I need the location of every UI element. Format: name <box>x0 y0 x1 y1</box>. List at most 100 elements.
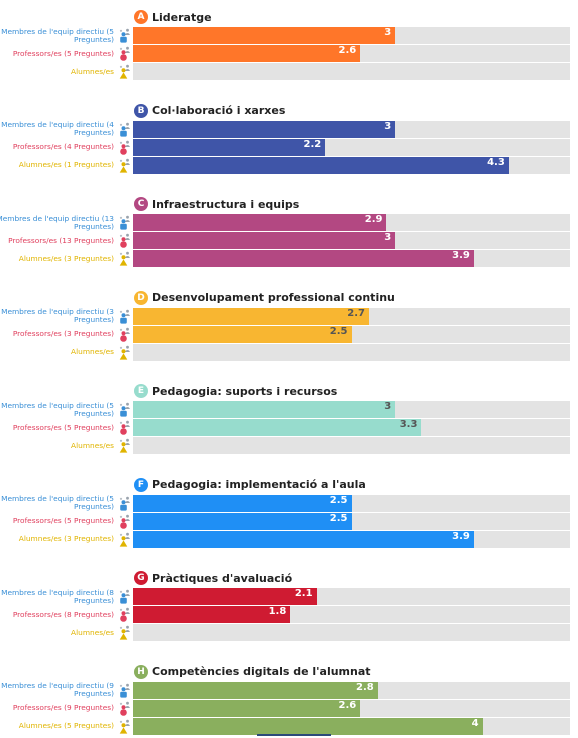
bar-value-label: 2.5 <box>329 512 348 524</box>
row-label: Membres de l'equip directiu (8 Preguntes… <box>1 587 114 605</box>
bar-row-staff: Membres de l'equip directiu (9 Preguntes… <box>0 681 578 699</box>
row-label: Professors/es (8 Preguntes) <box>12 609 114 619</box>
staff-role-icon <box>119 122 130 137</box>
bar[interactable] <box>133 401 396 418</box>
bar[interactable] <box>133 307 369 325</box>
row-label: Membres de l'equip directiu (4 Preguntes… <box>1 120 114 137</box>
bar-row-teacher: Professors/es (5 Preguntes) 2.6 <box>0 45 578 62</box>
staff-role-icon <box>119 215 130 230</box>
teacher-role-icon <box>119 701 130 716</box>
bar-row-teacher: Professors/es (5 Preguntes) 2.5 <box>0 512 578 530</box>
section-header: C Infraestructura i equips <box>134 196 299 212</box>
bar[interactable] <box>133 717 483 735</box>
row-label: Membres de l'equip directiu (5 Preguntes… <box>1 26 114 44</box>
bar[interactable] <box>133 27 396 44</box>
bar-row-student: Alumnes/es <box>0 63 578 80</box>
section-header: A Lideratge <box>134 9 212 25</box>
teacher-role-icon <box>119 140 130 155</box>
bar[interactable] <box>133 214 387 231</box>
bar-track: 3 <box>133 27 570 44</box>
teacher-role-icon <box>119 420 130 435</box>
section-letter-badge: B <box>134 103 148 118</box>
section-header: F Pedagogia: implementació a l'aula <box>134 477 366 493</box>
bar-track: 4 <box>133 717 570 735</box>
section-header: B Col·laboració i xarxes <box>134 103 285 119</box>
bar[interactable] <box>133 250 474 267</box>
bar[interactable] <box>133 699 361 717</box>
bar-row-student: Alumnes/es <box>0 343 578 361</box>
staff-role-icon <box>119 28 130 43</box>
section-title: Lideratge <box>152 10 212 24</box>
section-letter-badge: D <box>134 290 148 305</box>
bar-track: 3.9 <box>133 530 570 548</box>
bar[interactable] <box>133 325 352 343</box>
bar[interactable] <box>133 419 422 436</box>
row-label: Alumnes/es <box>71 440 114 450</box>
bar[interactable] <box>133 512 352 530</box>
bar-value-label: 3 <box>384 401 392 412</box>
bar[interactable] <box>133 232 396 249</box>
bar-value-label: 4 <box>471 717 479 729</box>
bar-value-label: 3.3 <box>399 419 418 430</box>
teacher-role-icon <box>119 327 130 342</box>
section-title: Infraestructura i equips <box>152 197 300 211</box>
bar[interactable] <box>133 156 509 174</box>
bar[interactable] <box>133 681 378 699</box>
section-title: Col·laboració i xarxes <box>152 104 286 117</box>
bar[interactable] <box>133 494 352 512</box>
bar-value-label: 2.7 <box>347 307 365 319</box>
bar[interactable] <box>133 588 317 605</box>
bar-track: 3 <box>133 120 570 138</box>
row-label: Membres de l'equip directiu (3 Preguntes… <box>1 307 114 324</box>
section-letter-badge: G <box>134 571 148 585</box>
bar-value-label: 3.9 <box>452 530 470 542</box>
bar-track: 2.5 <box>133 325 570 343</box>
bar-track: 4.3 <box>133 156 570 174</box>
bar-row-staff: Membres de l'equip directiu (8 Preguntes… <box>0 588 578 605</box>
bar-value-label: 2.2 <box>303 138 322 150</box>
row-label: Membres de l'equip directiu (5 Preguntes… <box>1 400 114 418</box>
bar-row-teacher: Professors/es (5 Preguntes) 3.3 <box>0 419 578 436</box>
student-role-icon <box>119 345 130 360</box>
bar-row-student: Alumnes/es <box>0 437 578 454</box>
bar-value-label: 2.5 <box>329 494 348 506</box>
teacher-role-icon <box>119 46 130 61</box>
row-label: Alumnes/es <box>71 66 114 76</box>
bar-row-teacher: Professors/es (4 Preguntes) 2.2 <box>0 138 578 156</box>
section-title: Pràctiques d'avaluació <box>152 571 293 585</box>
bar[interactable] <box>133 120 396 138</box>
row-label: Alumnes/es (5 Preguntes) <box>18 721 114 730</box>
staff-role-icon <box>119 683 130 698</box>
section-title: Desenvolupament professional continu <box>152 291 395 304</box>
bar-value-label: 2.6 <box>338 699 357 711</box>
student-role-icon <box>119 625 130 640</box>
bar-track <box>133 63 570 80</box>
teacher-role-icon <box>119 607 130 622</box>
bar[interactable] <box>133 606 291 623</box>
bar[interactable] <box>133 138 326 156</box>
bar-row-teacher: Professors/es (13 Preguntes) 3 <box>0 232 578 249</box>
student-role-icon <box>119 158 130 173</box>
bar[interactable] <box>133 45 361 62</box>
bar-row-staff: Membres de l'equip directiu (4 Preguntes… <box>0 120 578 138</box>
row-label: Alumnes/es (1 Preguntes) <box>18 160 114 169</box>
bar-track: 3.3 <box>133 419 570 436</box>
row-label: Alumnes/es (3 Preguntes) <box>18 534 114 543</box>
row-label: Alumnes/es <box>71 627 114 637</box>
staff-role-icon <box>119 402 130 417</box>
bar[interactable] <box>133 530 474 548</box>
bar-track: 2.2 <box>133 138 570 156</box>
staff-role-icon <box>119 589 130 604</box>
bar-track: 3 <box>133 401 570 418</box>
bar-track: 2.5 <box>133 512 570 530</box>
bar-track <box>133 343 570 361</box>
bar-track <box>133 624 570 641</box>
row-label: Membres de l'equip directiu (5 Preguntes… <box>1 494 114 511</box>
bar-value-label: 2.1 <box>294 588 313 599</box>
staff-role-icon <box>119 309 130 324</box>
section-letter-badge: E <box>134 384 148 398</box>
bar-track: 2.1 <box>133 588 570 605</box>
student-role-icon <box>119 532 130 547</box>
bar-value-label: 2.5 <box>329 325 348 337</box>
scroll-indicator[interactable] <box>257 734 331 736</box>
